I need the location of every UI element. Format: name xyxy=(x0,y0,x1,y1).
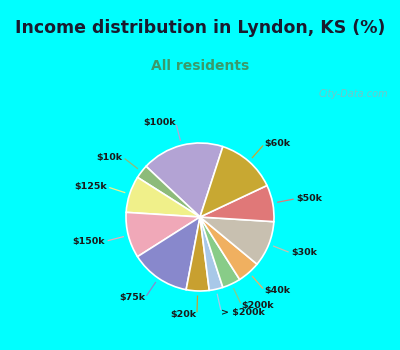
Text: $40k: $40k xyxy=(264,286,291,295)
Text: $20k: $20k xyxy=(171,310,197,319)
Text: > $200k: > $200k xyxy=(221,308,265,317)
Wedge shape xyxy=(126,212,200,257)
Wedge shape xyxy=(200,217,274,264)
Wedge shape xyxy=(200,217,257,280)
Wedge shape xyxy=(146,143,223,217)
Text: City-Data.com: City-Data.com xyxy=(318,89,388,99)
Text: $50k: $50k xyxy=(296,194,322,203)
Wedge shape xyxy=(138,166,200,217)
Text: $60k: $60k xyxy=(264,139,291,148)
Wedge shape xyxy=(186,217,209,291)
Wedge shape xyxy=(200,147,267,217)
Wedge shape xyxy=(200,217,240,287)
Text: $75k: $75k xyxy=(119,293,145,302)
Text: $200k: $200k xyxy=(242,301,274,310)
Text: $150k: $150k xyxy=(73,237,105,246)
Wedge shape xyxy=(126,177,200,217)
Wedge shape xyxy=(200,217,223,290)
Text: $125k: $125k xyxy=(74,182,107,191)
Text: Income distribution in Lyndon, KS (%): Income distribution in Lyndon, KS (%) xyxy=(15,19,385,37)
Wedge shape xyxy=(138,217,200,290)
Text: $100k: $100k xyxy=(143,118,176,127)
Text: $30k: $30k xyxy=(291,248,317,258)
Text: All residents: All residents xyxy=(151,59,249,73)
Text: $10k: $10k xyxy=(97,153,123,162)
Wedge shape xyxy=(200,186,274,222)
